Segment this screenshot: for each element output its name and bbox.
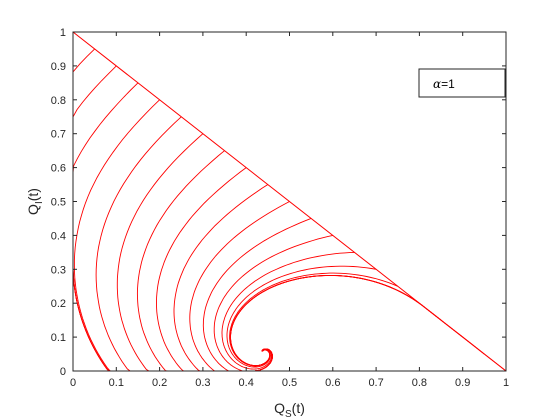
y-tick-label: 0.1 [51,332,66,344]
x-tick-label: 0.4 [239,377,254,389]
trajectory-20 [230,275,507,372]
x-tick-label: 0.2 [152,377,167,389]
y-tick-label: 0.6 [51,163,66,175]
y-tick-label: 0.9 [51,61,66,73]
boundary-diagonal [72,31,507,372]
legend-box [418,68,506,98]
legend-label: =1 [441,77,455,91]
y-axis-label-main: Q [25,204,41,215]
x-tick-label: 0.5 [282,377,297,389]
x-tick-label: 0.6 [325,377,340,389]
y-tick-label: 0.2 [51,298,66,310]
x-tick-label: 0.7 [368,377,383,389]
x-tick-label: 0 [70,377,76,389]
y-tick-label: 0.7 [51,129,66,141]
y-axis-label-suffix: (t) [25,188,41,201]
x-tick-label: 0.3 [195,377,210,389]
y-tick-label: 1 [60,27,66,39]
x-axis-label: QS(t) [274,400,305,420]
y-tick-label: 0.8 [51,95,66,107]
x-axis-label-main: Q [274,400,285,416]
x-tick-label: 0.1 [109,377,124,389]
legend: α=1 [418,68,506,98]
x-tick-label: 1 [503,377,509,389]
x-axis-label-suffix: (t) [292,400,305,416]
x-tick-label: 0.8 [412,377,427,389]
y-tick-label: 0.5 [51,197,66,209]
y-tick-label: 0.4 [51,230,66,242]
y-tick-label: 0 [60,366,66,378]
trajectories [72,32,507,372]
y-tick-label: 0.3 [51,264,66,276]
y-axis-label-sub: I [34,201,45,204]
x-axis-label-sub: S [285,409,292,420]
legend-symbol: α [433,77,441,91]
legend-entry: α=1 [433,77,455,91]
x-tick-label: 0.9 [455,377,470,389]
axis-ticks: 0 0.1 0.2 0.3 0.4 0.5 0.6 0.7 0.8 0.9 1 0 0.1 0.2 0.3 0… [51,27,509,389]
y-axis-label: QI(t) [25,188,45,215]
